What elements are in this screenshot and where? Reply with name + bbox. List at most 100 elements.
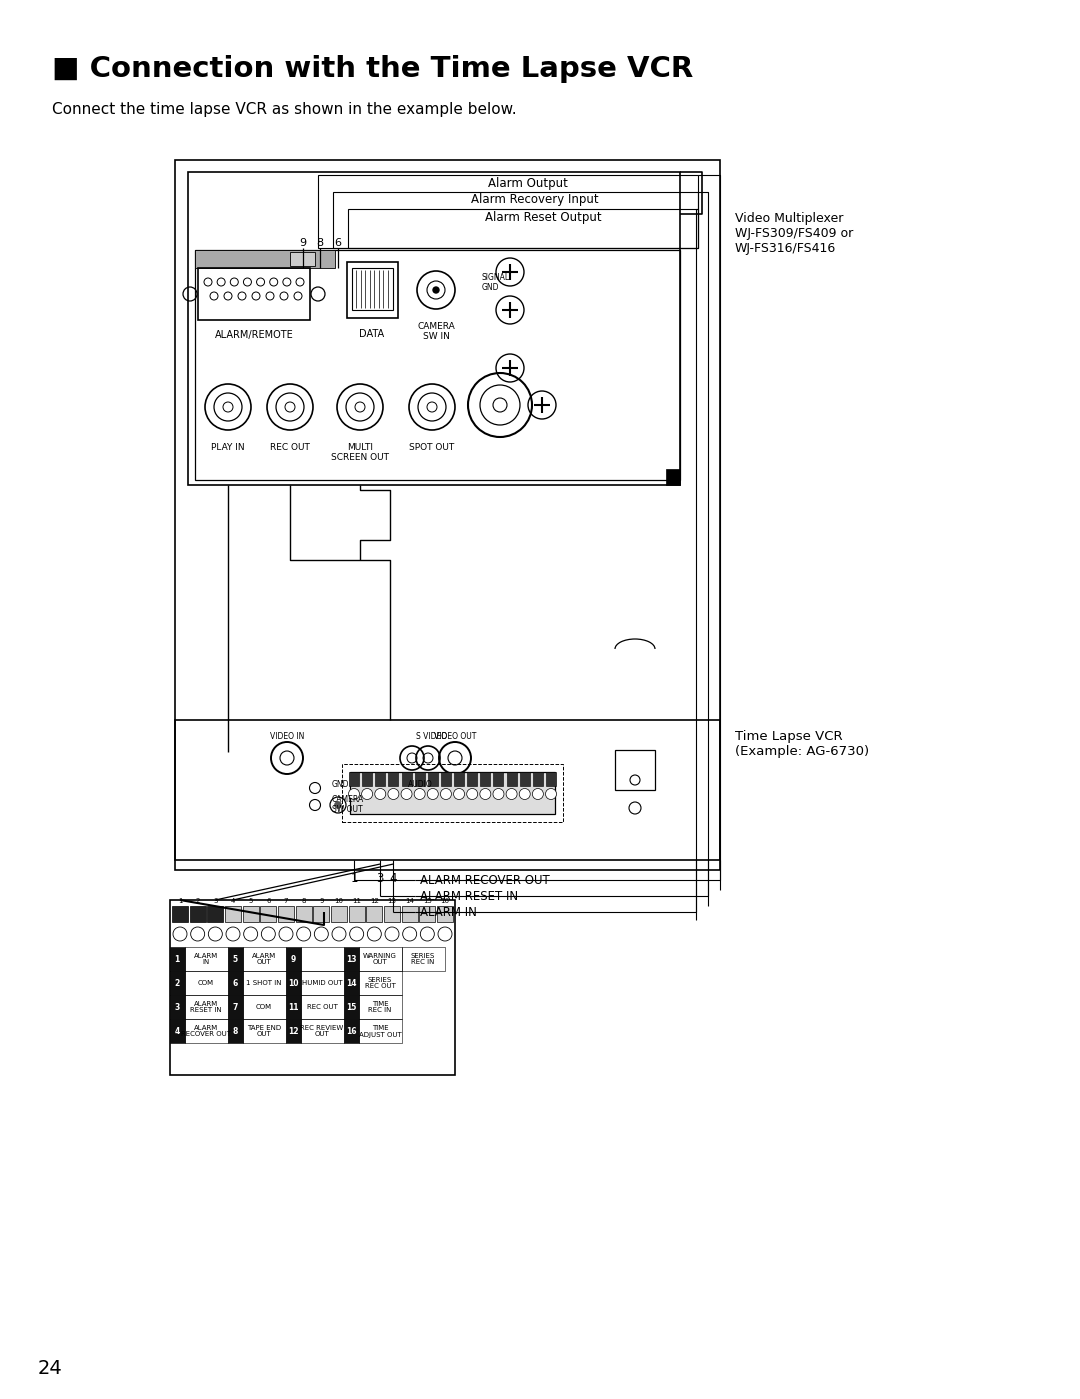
Text: 10: 10: [287, 978, 298, 988]
Bar: [195, 250, 335, 269]
Circle shape: [401, 789, 413, 799]
Text: 3: 3: [377, 872, 384, 886]
Bar: [352, 269, 393, 311]
Circle shape: [261, 928, 275, 942]
Text: S VIDEO: S VIDEO: [417, 732, 447, 741]
Bar: [428, 772, 437, 786]
Text: SERIES
REC OUT: SERIES REC OUT: [365, 977, 395, 989]
Text: 1 SHOT IN: 1 SHOT IN: [246, 981, 282, 986]
Text: 15: 15: [346, 1003, 356, 1011]
Bar: [362, 772, 373, 786]
Bar: [291, 252, 315, 266]
Text: REC OUT: REC OUT: [270, 443, 310, 452]
Bar: [170, 971, 185, 995]
Bar: [185, 1018, 228, 1044]
Circle shape: [362, 789, 373, 799]
Bar: [359, 1018, 402, 1044]
Bar: [172, 907, 188, 922]
Circle shape: [403, 928, 417, 942]
Bar: [301, 995, 345, 1018]
Text: SERIES
REC IN: SERIES REC IN: [410, 953, 435, 965]
Text: 16: 16: [441, 898, 449, 904]
Bar: [228, 947, 243, 971]
Bar: [375, 772, 386, 786]
Bar: [260, 907, 276, 922]
Text: 9: 9: [291, 954, 296, 964]
Text: TIME
ADJUST OUT: TIME ADJUST OUT: [359, 1024, 402, 1038]
Text: 2: 2: [195, 898, 200, 904]
Bar: [384, 907, 400, 922]
Circle shape: [244, 928, 258, 942]
Circle shape: [420, 928, 434, 942]
Text: VIDEO IN: VIDEO IN: [270, 732, 305, 741]
Text: 10: 10: [335, 898, 343, 904]
Bar: [170, 1018, 185, 1044]
Text: 5: 5: [248, 898, 253, 904]
Circle shape: [332, 928, 346, 942]
Bar: [481, 772, 490, 786]
Bar: [345, 947, 359, 971]
Text: 11: 11: [352, 898, 361, 904]
Bar: [198, 269, 310, 320]
Bar: [243, 907, 259, 922]
Text: ALARM/REMOTE: ALARM/REMOTE: [215, 330, 294, 340]
Text: ALARM
OUT: ALARM OUT: [252, 953, 276, 965]
Bar: [345, 971, 359, 995]
Bar: [389, 772, 399, 786]
Text: ALARM RESET IN: ALARM RESET IN: [420, 890, 518, 902]
Bar: [278, 907, 294, 922]
Circle shape: [433, 287, 438, 292]
Text: ■ Connection with the Time Lapse VCR: ■ Connection with the Time Lapse VCR: [52, 55, 693, 83]
Circle shape: [297, 928, 311, 942]
Bar: [301, 947, 345, 971]
Bar: [402, 772, 411, 786]
Circle shape: [454, 789, 464, 799]
Bar: [330, 907, 347, 922]
Text: Time Lapse VCR
(Example: AG-6730): Time Lapse VCR (Example: AG-6730): [735, 730, 869, 758]
Circle shape: [226, 928, 240, 942]
Bar: [243, 1018, 286, 1044]
Text: 8: 8: [232, 1027, 238, 1035]
Circle shape: [507, 789, 517, 799]
Circle shape: [467, 789, 477, 799]
Text: 13: 13: [388, 898, 396, 904]
Bar: [170, 995, 185, 1018]
Text: 16: 16: [346, 1027, 356, 1035]
Bar: [243, 947, 286, 971]
Circle shape: [191, 928, 205, 942]
Text: GND: GND: [332, 781, 350, 789]
Bar: [228, 995, 243, 1018]
Text: 1: 1: [174, 954, 179, 964]
Bar: [415, 772, 424, 786]
Text: AUDIO: AUDIO: [407, 781, 432, 789]
Circle shape: [428, 789, 438, 799]
Text: HUMID OUT: HUMID OUT: [301, 981, 342, 986]
Bar: [342, 764, 563, 823]
Circle shape: [208, 928, 222, 942]
Bar: [345, 995, 359, 1018]
Text: 7: 7: [232, 1003, 238, 1011]
Text: DATA: DATA: [360, 329, 384, 339]
Bar: [296, 907, 312, 922]
Text: ALARM
RESET IN: ALARM RESET IN: [190, 1000, 221, 1013]
Text: 6: 6: [335, 238, 341, 248]
Bar: [333, 192, 698, 248]
Text: 1: 1: [350, 872, 357, 886]
Bar: [228, 971, 243, 995]
Bar: [345, 1018, 359, 1044]
Text: SIGNAL
GND: SIGNAL GND: [482, 273, 510, 292]
Bar: [301, 971, 345, 995]
Bar: [615, 750, 654, 790]
Text: TAPE END
OUT: TAPE END OUT: [247, 1024, 281, 1038]
Circle shape: [480, 789, 490, 799]
Text: PLAY IN: PLAY IN: [212, 443, 245, 452]
Bar: [350, 772, 555, 814]
Bar: [207, 907, 224, 922]
Bar: [286, 1018, 301, 1044]
Text: ALARM
RECOVER OUT: ALARM RECOVER OUT: [181, 1024, 231, 1038]
Text: TIME
REC IN: TIME REC IN: [368, 1000, 392, 1013]
Bar: [301, 1018, 345, 1044]
Bar: [546, 772, 556, 786]
Text: 4: 4: [390, 872, 397, 886]
Bar: [243, 995, 286, 1018]
